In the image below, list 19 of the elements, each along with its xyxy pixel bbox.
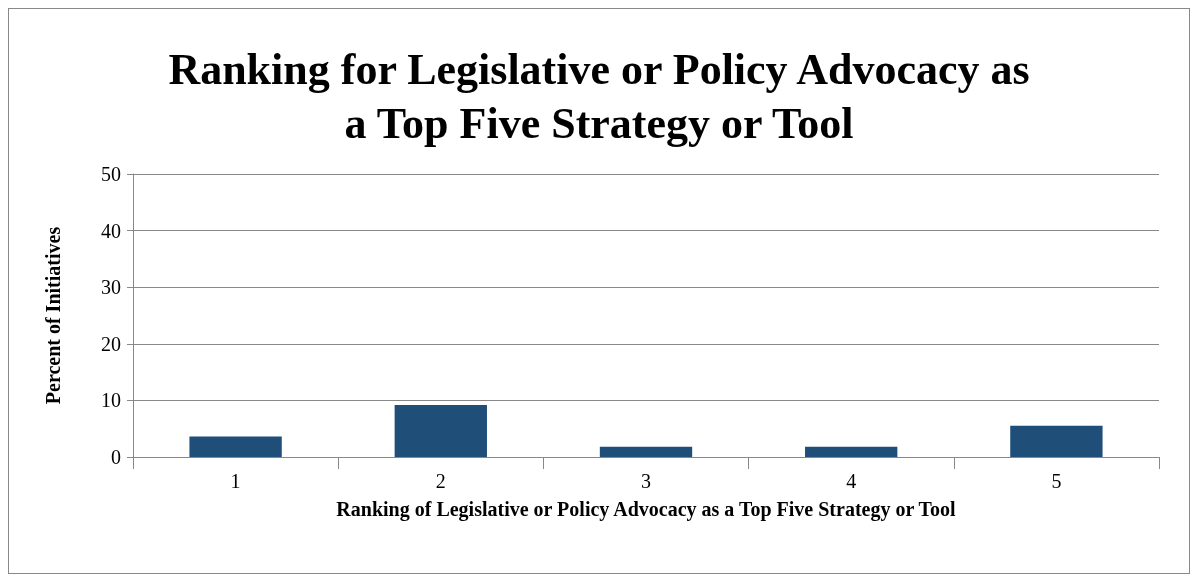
y-tick-label: 50 (101, 163, 121, 185)
bar (1010, 425, 1103, 457)
y-tick-label: 10 (101, 389, 121, 412)
bar (189, 436, 282, 457)
x-tick-label: 2 (435, 470, 446, 492)
bar (805, 446, 898, 457)
x-tick-label: 4 (846, 470, 857, 492)
x-axis-title: Ranking of Legislative or Policy Advocacy as a Top Five Strategy or Tool (336, 498, 957, 521)
y-tick-label: 0 (111, 446, 121, 468)
y-tick-label: 40 (101, 219, 121, 242)
x-tick-label: 3 (641, 470, 651, 492)
bar (394, 404, 487, 457)
chart-title: Ranking for Legislative or Policy Advocacy as a Top Five Strategy or Tool (168, 44, 1030, 148)
y-tick-label: 30 (101, 276, 121, 299)
bar (599, 446, 693, 457)
x-tick-label: 1 (230, 470, 241, 492)
y-tick-label: 20 (101, 332, 121, 355)
x-tick-label: 5 (1051, 470, 1062, 492)
y-axis-title: Percent of Initiatives (42, 226, 64, 405)
